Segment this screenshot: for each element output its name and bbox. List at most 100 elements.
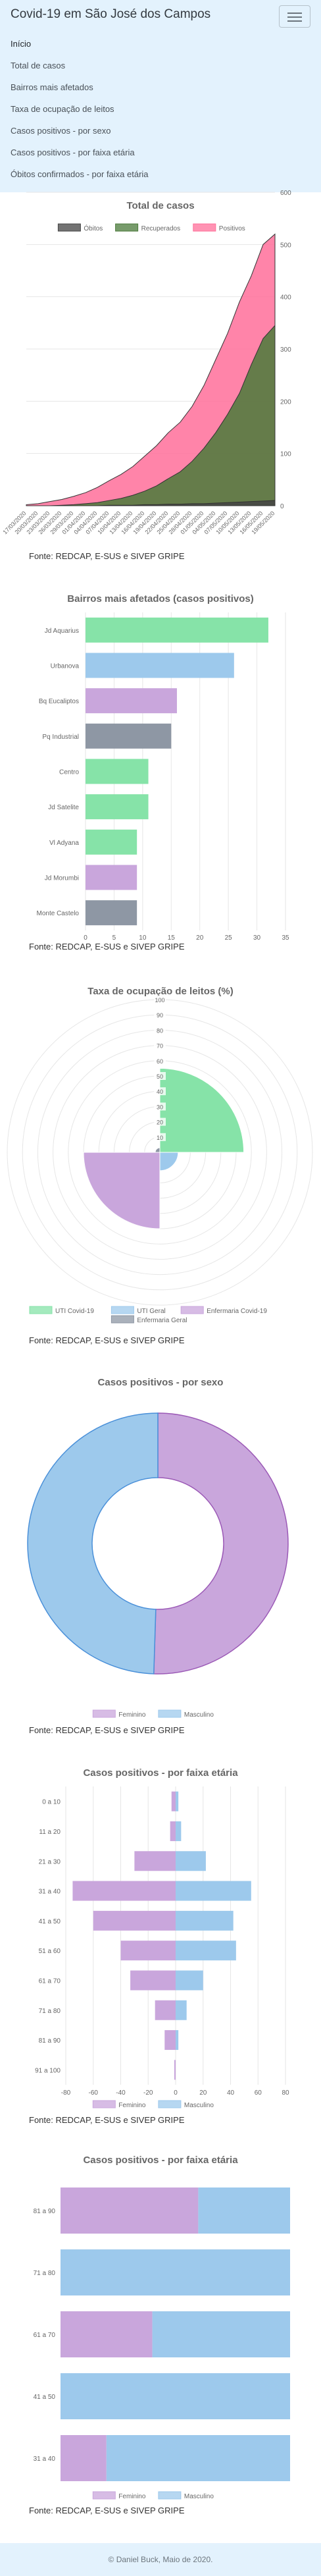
legend-swatch (193, 223, 216, 232)
navbar: Covid-19 em São José dos Campos Início T… (0, 0, 321, 192)
x-tick-label: 25 (225, 934, 233, 942)
legend-label: Enfermaria Covid-19 (207, 1308, 267, 1315)
y-tick-label: 31 a 40 (34, 2455, 56, 2463)
y-tick-label: 61 a 70 (39, 1977, 61, 1985)
menu-toggle-button[interactable] (279, 5, 310, 28)
doughnut-slice (27, 1412, 159, 1675)
x-tick-label: -60 (89, 2089, 99, 2097)
polar-slice (83, 1152, 160, 1229)
bar (174, 2060, 176, 2080)
nav-link-faixa-etaria[interactable]: Casos positivos - por faixa etária (11, 148, 135, 157)
bar (176, 1941, 236, 1961)
bar (61, 2373, 290, 2419)
legend-label: Recuperados (141, 225, 180, 232)
y-tick-label: 71 a 80 (34, 2270, 56, 2277)
nav-link-sexo[interactable]: Casos positivos - por sexo (11, 126, 111, 136)
y-tick-label: Jd Satelite (48, 804, 79, 811)
bar (170, 1821, 176, 1841)
nav-link-bairros[interactable]: Bairros mais afetados (11, 82, 93, 92)
y-tick-label: 400 (280, 294, 291, 302)
legend-label: Feminino (118, 1711, 146, 1719)
legend-swatch (92, 2491, 116, 2500)
bar (176, 1910, 234, 1931)
polar-tick-label: 10 (157, 1135, 163, 1141)
legend-swatch (92, 2100, 116, 2108)
polar-tick-bg (154, 996, 166, 1004)
legend-swatch (158, 2100, 182, 2108)
legend-label: Masculino (184, 2493, 214, 2500)
legend-swatch (158, 1709, 182, 1718)
polar-tick-label: 60 (157, 1058, 163, 1065)
x-tick-label: 10 (139, 934, 147, 942)
y-tick-label: 100 (280, 451, 291, 458)
bar (61, 2311, 153, 2357)
nav-link-obitos[interactable]: Óbitos confirmados - por faixa etária (11, 169, 149, 179)
y-tick-label: Centro (59, 769, 79, 776)
legend-label: UTI Geral (137, 1308, 165, 1315)
nav-link-leitos[interactable]: Taxa de ocupação de leitos (11, 104, 114, 114)
polar-tick-bg (154, 1102, 166, 1111)
x-tick-label: 5 (112, 934, 116, 942)
polar-tick-bg (154, 1011, 166, 1019)
bar (61, 2187, 199, 2234)
bar (130, 1970, 176, 1991)
polar-tick-label: 40 (157, 1088, 163, 1095)
legend-swatch (158, 2491, 182, 2500)
bar (106, 2435, 291, 2481)
bar (86, 723, 172, 749)
x-tick-label: -40 (116, 2089, 126, 2097)
legend-label: Feminino (118, 2493, 146, 2500)
y-tick-label: 91 a 100 (35, 2067, 61, 2074)
hamburger-icon (287, 20, 302, 22)
nav-link-total-casos[interactable]: Total de casos (11, 61, 66, 70)
y-tick-label: Vl Adyana (49, 840, 79, 847)
x-tick-label: 35 (282, 934, 289, 942)
polar-tick-bg (154, 1041, 166, 1050)
bar (86, 794, 149, 820)
y-tick-label: 51 a 60 (39, 1948, 61, 1955)
x-tick-label: 20 (196, 934, 204, 942)
nav-link-inicio[interactable]: Início (11, 39, 32, 49)
bar (176, 1851, 206, 1871)
hamburger-icon (287, 13, 302, 14)
bar (72, 1881, 176, 1901)
bar (176, 2000, 187, 2020)
x-tick-label: 80 (282, 2089, 289, 2097)
y-tick-label: 21 a 30 (39, 1858, 61, 1865)
legend-label: Masculino (184, 2102, 214, 2109)
brand-title[interactable]: Covid-19 em São José dos Campos (11, 7, 211, 21)
bar (86, 653, 234, 678)
y-tick-label: 41 a 50 (39, 1918, 61, 1925)
footer: © Daniel Buck, Maio de 2020. (0, 2543, 321, 2576)
x-tick-label: 20 (199, 2089, 207, 2097)
legend-label: Feminino (118, 2102, 146, 2109)
chart-title: Bairros mais afetados (casos positivos) (67, 593, 253, 604)
bar (93, 1910, 176, 1931)
source-note: Fonte: REDCAP, E-SUS e SIVEP GRIPE (29, 1725, 185, 1735)
y-tick-label: 71 a 80 (39, 2008, 61, 2015)
bar (164, 2030, 176, 2051)
source-note: Fonte: REDCAP, E-SUS e SIVEP GRIPE (29, 2115, 185, 2125)
source-note: Fonte: REDCAP, E-SUS e SIVEP GRIPE (29, 1335, 185, 1345)
y-tick-label: Pq Industrial (42, 734, 79, 741)
bar (176, 1970, 203, 1991)
y-tick-label: 500 (280, 242, 291, 249)
x-tick-label: 0 (174, 2089, 178, 2097)
y-tick-label: 11 a 20 (39, 1829, 61, 1836)
legend-label: Positivos (219, 225, 245, 232)
polar-tick-label: 30 (157, 1104, 163, 1110)
bar (198, 2187, 290, 2234)
y-tick-label: Jd Morumbi (45, 875, 79, 882)
x-tick-label: -80 (61, 2089, 71, 2097)
chart-title: Total de casos (126, 200, 194, 211)
legend-label: Masculino (184, 1711, 214, 1719)
x-tick-label: 60 (255, 2089, 262, 2097)
y-tick-label: Urbanova (51, 663, 80, 670)
chart-title: Casos positivos - por sexo (98, 1377, 224, 1388)
source-note: Fonte: REDCAP, E-SUS e SIVEP GRIPE (29, 551, 185, 561)
bar (134, 1851, 176, 1871)
bar (86, 900, 137, 926)
polar-tick-label: 90 (157, 1012, 163, 1019)
bar (86, 829, 137, 855)
y-tick-label: 0 a 10 (42, 1799, 61, 1806)
